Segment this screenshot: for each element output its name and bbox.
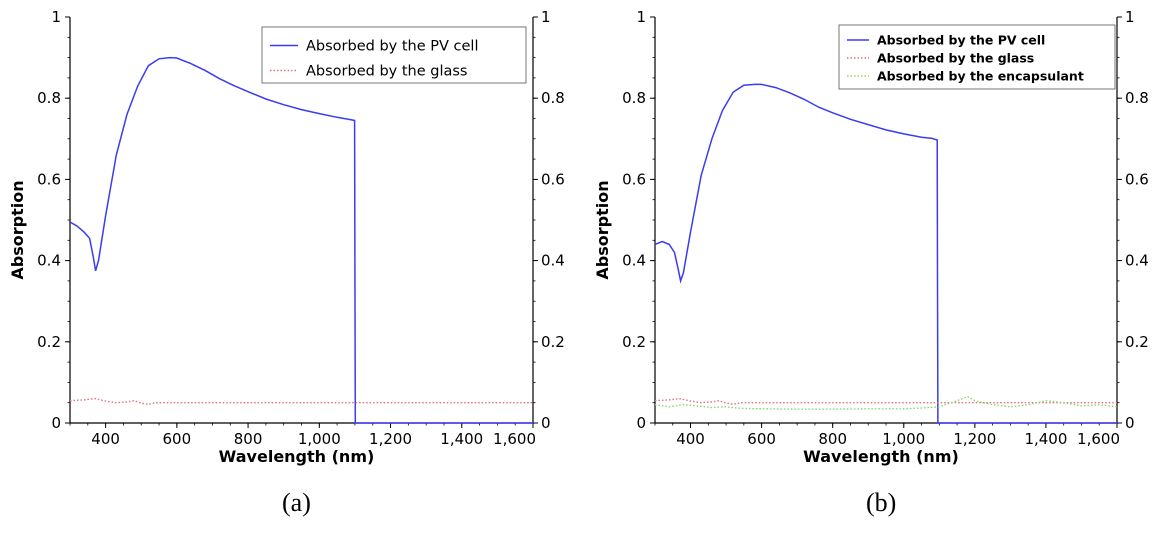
legend-label: Absorbed by the glass (306, 64, 467, 80)
right-y-tick-label: 0.6 (541, 170, 565, 188)
y-tick-label: 0.8 (622, 89, 646, 107)
legend-label: Absorbed by the glass (877, 50, 1034, 65)
x-tick-label: 1,000 (882, 430, 925, 448)
x-axis-label: Wavelength (nm) (803, 447, 959, 466)
series-line-2 (655, 397, 1117, 406)
x-tick-label: 400 (676, 430, 705, 448)
x-tick-label: 600 (163, 430, 192, 448)
x-tick-label: 400 (91, 430, 120, 448)
right-y-tick-label: 0.8 (1125, 89, 1149, 107)
x-axis-label: Wavelength (nm) (219, 447, 375, 466)
y-tick-label: 0 (636, 414, 646, 432)
x-tick-label: 1,000 (298, 430, 341, 448)
legend-box (838, 24, 1116, 90)
y-tick-label: 0 (51, 414, 61, 432)
right-y-tick-label: 0.8 (541, 89, 565, 107)
legend-label: Absorbed by the encapsulant (877, 68, 1084, 83)
right-y-tick-label: 0 (541, 414, 551, 432)
x-tick-label: 1,200 (953, 430, 996, 448)
right-y-tick-label: 0.4 (1125, 252, 1149, 270)
y-tick-label: 0.6 (37, 170, 61, 188)
legend-label: Absorbed by the PV cell (877, 32, 1045, 47)
right-y-tick-label: 0.2 (1125, 333, 1149, 351)
right-y-tick-label: 1 (1125, 8, 1135, 26)
legend-label: Absorbed by the PV cell (306, 39, 478, 55)
right-y-tick-label: 0.4 (541, 252, 565, 270)
x-tick-label: 1,600 (1077, 430, 1120, 448)
right-y-tick-label: 0 (1125, 414, 1135, 432)
y-axis-label: Absorption (593, 180, 612, 279)
legend-box (261, 26, 527, 84)
y-tick-label: 1 (636, 8, 646, 26)
panel-a-caption: (a) (282, 488, 311, 517)
series-line-1 (70, 56, 533, 424)
panel-b-caption: (b) (866, 488, 897, 517)
series-line-2 (70, 397, 533, 406)
y-tick-label: 0.6 (622, 170, 646, 188)
chart-panel-a: 0 0 0.2 0.2 0.4 0.4 0.6 0.6 0.8 0.8 1 1 400 600 800 1,0… (8, 8, 565, 466)
y-tick-label: 0.4 (622, 252, 646, 270)
y-tick-label: 1 (51, 8, 61, 26)
x-tick-label: 800 (234, 430, 263, 448)
x-tick-label: 1,600 (493, 430, 536, 448)
x-tick-label: 800 (818, 430, 847, 448)
chart-panel-b: 0 0 0.2 0.2 0.4 0.4 0.6 0.6 0.8 0.8 1 1 400 600 800 1,0… (593, 8, 1149, 466)
right-y-tick-label: 0.2 (541, 333, 565, 351)
x-tick-label: 1,400 (440, 430, 483, 448)
y-tick-label: 0.2 (622, 333, 646, 351)
y-tick-label: 0.2 (37, 333, 61, 351)
y-tick-label: 0.4 (37, 252, 61, 270)
series-line-3 (655, 395, 1117, 410)
x-tick-label: 1,200 (369, 430, 412, 448)
x-tick-label: 600 (747, 430, 776, 448)
series-line-1 (655, 83, 1117, 424)
y-axis-label: Absorption (8, 180, 27, 279)
y-tick-label: 0.8 (37, 89, 61, 107)
right-y-tick-label: 0.6 (1125, 170, 1149, 188)
right-y-tick-label: 1 (541, 8, 551, 26)
x-tick-label: 1,400 (1024, 430, 1067, 448)
